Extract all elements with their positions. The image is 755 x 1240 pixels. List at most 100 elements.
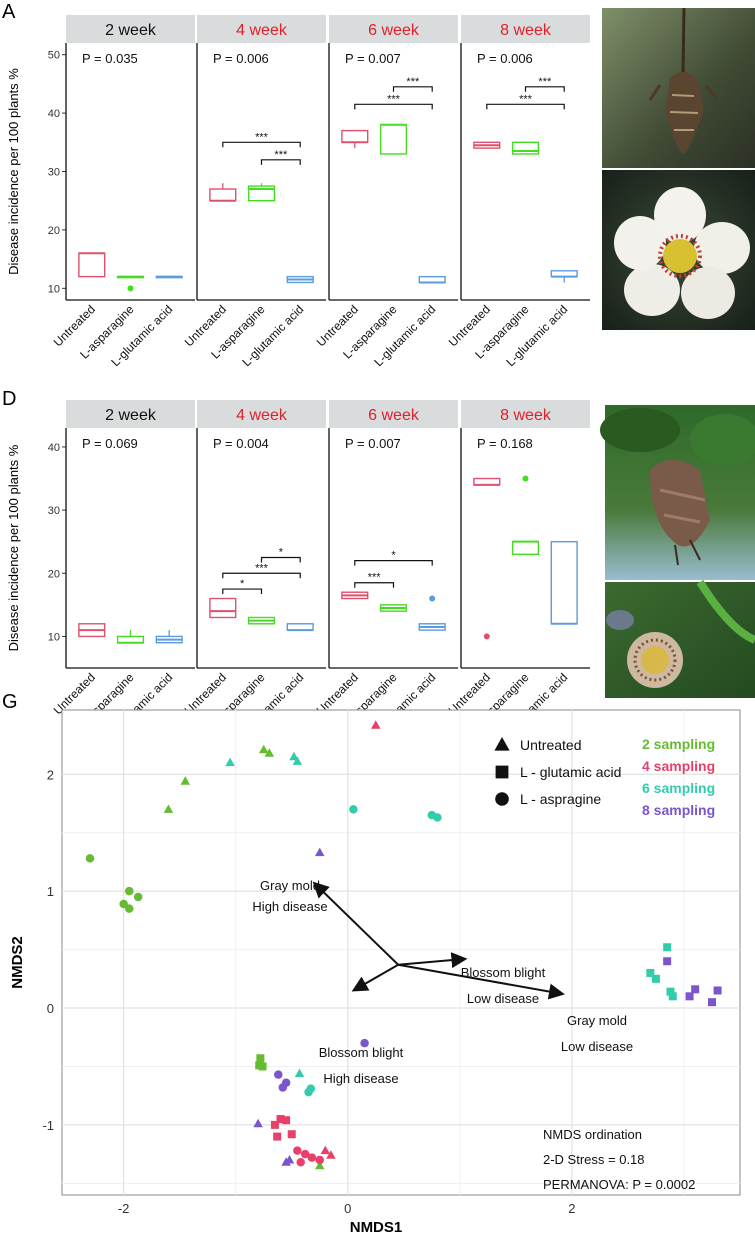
vector-label: Gray mold bbox=[567, 1013, 627, 1028]
significance-bracket bbox=[222, 572, 301, 579]
photo-infected-flower bbox=[605, 579, 755, 698]
facet-strip bbox=[66, 400, 195, 428]
data-point bbox=[180, 776, 191, 785]
significance-label: *** bbox=[368, 572, 382, 584]
significance-bracket bbox=[392, 86, 433, 92]
facet-title: 6 week bbox=[368, 407, 420, 424]
p-value-label: P = 0.035 bbox=[82, 51, 138, 66]
p-value-label: P = 0.069 bbox=[82, 436, 138, 451]
x-tick-label: 0 bbox=[344, 1201, 351, 1216]
facet-title: 4 week bbox=[236, 22, 288, 39]
legend-shape-label: Untreated bbox=[520, 737, 581, 753]
stats-annotation: 2-D Stress = 0.18 bbox=[543, 1152, 645, 1167]
data-point bbox=[276, 1115, 285, 1124]
data-point bbox=[287, 1130, 296, 1139]
significance-bracket bbox=[222, 588, 263, 595]
ordination-vector bbox=[351, 963, 399, 992]
data-point bbox=[433, 813, 442, 822]
vector-label: Blossom blight bbox=[319, 1045, 404, 1060]
vector-label: Gray mold bbox=[260, 878, 320, 893]
y-tick-label: 1 bbox=[47, 884, 54, 899]
data-point bbox=[315, 1160, 325, 1170]
facet-title: 2 week bbox=[105, 407, 157, 424]
photo-white-flower bbox=[602, 170, 755, 330]
facet-strip bbox=[461, 400, 590, 428]
ordination-vector bbox=[398, 952, 468, 969]
plot-area bbox=[61, 709, 741, 1196]
significance-bracket bbox=[524, 86, 565, 92]
legend-shape-marker bbox=[495, 765, 509, 779]
vector-label: High disease bbox=[323, 1071, 398, 1086]
data-point bbox=[685, 992, 694, 1001]
ordination-vector bbox=[398, 963, 565, 1000]
data-point bbox=[651, 974, 660, 983]
y-tick-label: -1 bbox=[42, 1118, 54, 1133]
significance-bracket bbox=[222, 141, 301, 148]
facet-strip bbox=[197, 400, 326, 428]
y-tick-label: 40 bbox=[48, 108, 60, 120]
stats-annotation: PERMANOVA: P = 0.0002 bbox=[543, 1177, 695, 1192]
data-point bbox=[258, 1062, 267, 1071]
panel-label-g: G bbox=[2, 691, 18, 713]
y-tick-label: 10 bbox=[48, 283, 60, 295]
significance-bracket bbox=[354, 582, 395, 588]
data-point bbox=[256, 1054, 265, 1063]
y-tick-label: 10 bbox=[48, 631, 60, 643]
significance-bracket bbox=[486, 103, 565, 110]
data-point bbox=[273, 1132, 282, 1141]
data-point bbox=[371, 720, 381, 729]
box-body bbox=[247, 185, 276, 202]
box-body bbox=[209, 597, 237, 619]
p-value-label: P = 0.007 bbox=[345, 436, 401, 451]
legend-shape-marker bbox=[494, 737, 510, 751]
y-axis-label: NMDS2 bbox=[9, 936, 26, 989]
significance-label: *** bbox=[255, 562, 269, 574]
significance-label: *** bbox=[274, 149, 288, 161]
x-tick-label: 2 bbox=[568, 1201, 575, 1216]
p-value-label: P = 0.006 bbox=[477, 51, 533, 66]
data-point bbox=[306, 1084, 316, 1093]
data-point bbox=[124, 904, 134, 913]
vector-label: Low disease bbox=[467, 991, 539, 1006]
box-outlier bbox=[127, 285, 134, 292]
legend-shape-marker bbox=[495, 792, 509, 806]
data-point bbox=[225, 757, 235, 767]
x-tick-label: -2 bbox=[118, 1201, 130, 1216]
data-point bbox=[349, 805, 358, 814]
facet-strip bbox=[197, 15, 326, 43]
box-body bbox=[379, 124, 408, 155]
y-axis-label: Disease incidence per 100 plants % bbox=[6, 444, 21, 651]
data-point bbox=[315, 1155, 325, 1165]
box-body bbox=[550, 540, 578, 625]
data-point bbox=[163, 804, 174, 813]
data-point bbox=[124, 886, 134, 896]
y-tick-label: 20 bbox=[48, 568, 60, 580]
data-point bbox=[281, 1078, 291, 1088]
significance-bracket bbox=[354, 103, 433, 110]
data-point bbox=[294, 1068, 305, 1077]
vector-label: High disease bbox=[252, 899, 327, 914]
box-body bbox=[78, 252, 106, 278]
data-point bbox=[274, 1070, 283, 1079]
data-point bbox=[668, 992, 677, 1001]
y-tick-label: 30 bbox=[48, 167, 60, 179]
box-body bbox=[511, 540, 540, 556]
box-body bbox=[341, 129, 369, 143]
significance-label: *** bbox=[519, 93, 533, 105]
significance-bracket bbox=[354, 560, 433, 566]
data-point bbox=[292, 756, 303, 765]
data-point bbox=[253, 1118, 263, 1128]
significance-bracket bbox=[260, 556, 301, 563]
data-point bbox=[293, 1146, 302, 1155]
panel-label-a: A bbox=[2, 1, 16, 23]
significance-label: * bbox=[391, 550, 396, 562]
data-point bbox=[315, 847, 325, 857]
legend-color-label: 4 sampling bbox=[642, 758, 715, 774]
facet-strip bbox=[66, 15, 195, 43]
facet-strip bbox=[329, 15, 458, 43]
y-tick-label: 40 bbox=[48, 442, 60, 454]
data-point bbox=[119, 899, 128, 909]
facet-title: 4 week bbox=[236, 407, 288, 424]
legend-color-label: 6 sampling bbox=[642, 780, 715, 796]
data-point bbox=[270, 1120, 279, 1129]
